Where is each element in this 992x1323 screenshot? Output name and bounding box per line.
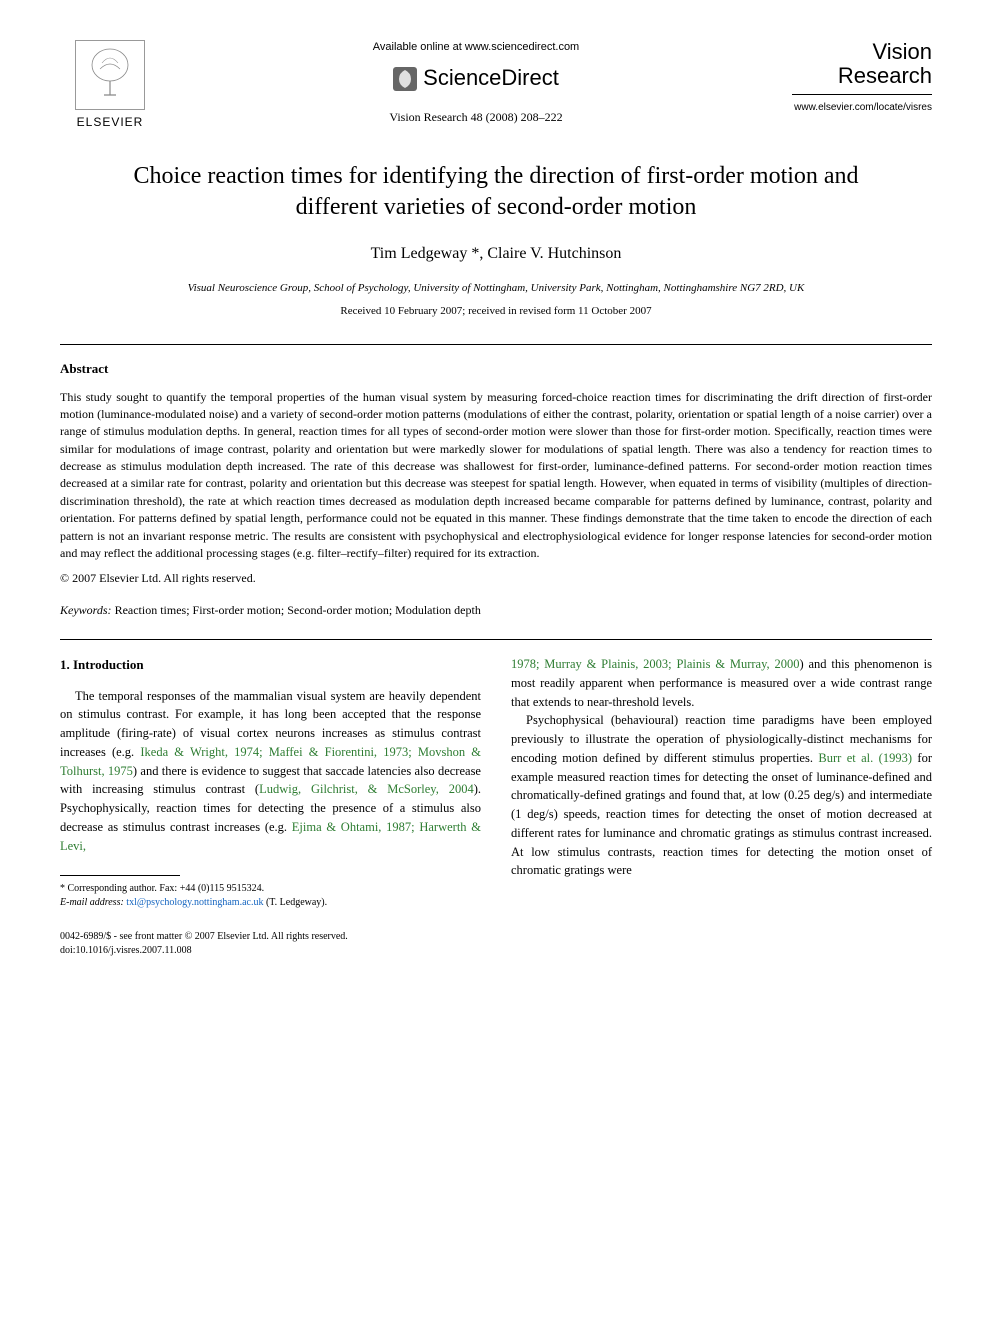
front-matter-line: 0042-6989/$ - see front matter © 2007 El… [60,930,932,944]
elsevier-tree-icon [75,40,145,110]
sciencedirect-text: ScienceDirect [423,63,559,94]
divider [60,639,932,640]
sciencedirect-icon [393,67,417,91]
left-column: 1. Introduction The temporal responses o… [60,655,481,910]
email-link[interactable]: txl@psychology.nottingham.ac.uk [126,897,263,908]
text-run: for example measured reaction times for … [511,751,932,878]
keywords-text: Reaction times; First-order motion; Seco… [112,603,481,617]
affiliation: Visual Neuroscience Group, School of Psy… [60,281,932,296]
keywords-label: Keywords: [60,603,112,617]
journal-name: Vision Research [792,40,932,95]
journal-url: www.elsevier.com/locate/visres [792,101,932,115]
journal-name-line2: Research [838,63,932,88]
journal-box: Vision Research www.elsevier.com/locate/… [792,40,932,115]
footnote-separator [60,875,180,876]
page-header: ELSEVIER Available online at www.science… [60,40,932,131]
abstract-heading: Abstract [60,360,932,378]
paragraph: The temporal responses of the mammalian … [60,687,481,856]
abstract-copyright: © 2007 Elsevier Ltd. All rights reserved… [60,570,932,587]
center-header: Available online at www.sciencedirect.co… [160,40,792,126]
citation-link[interactable]: Burr et al. (1993) [818,751,912,765]
email-label: E-mail address: [60,897,124,908]
keywords: Keywords: Reaction times; First-order mo… [60,602,932,619]
section-heading: 1. Introduction [60,655,481,675]
paragraph: 1978; Murray & Plainis, 2003; Plainis & … [511,655,932,711]
divider [60,344,932,345]
citation-line: Vision Research 48 (2008) 208–222 [160,109,792,126]
available-online-text: Available online at www.sciencedirect.co… [160,40,792,55]
right-column: 1978; Murray & Plainis, 2003; Plainis & … [511,655,932,910]
doi-line: doi:10.1016/j.visres.2007.11.008 [60,944,932,958]
authors: Tim Ledgeway *, Claire V. Hutchinson [60,243,932,265]
email-author: (T. Ledgeway). [263,897,327,908]
sciencedirect-brand: ScienceDirect [160,63,792,94]
publisher-logo: ELSEVIER [60,40,160,131]
article-title: Choice reaction times for identifying th… [100,161,892,223]
email-footnote: E-mail address: txl@psychology.nottingha… [60,896,481,910]
corresponding-author-note: * Corresponding author. Fax: +44 (0)115 … [60,882,481,896]
citation-link[interactable]: 1978; Murray & Plainis, 2003; Plainis & … [511,657,800,671]
citation-link[interactable]: Ludwig, Gilchrist, & McSorley, 2004 [259,782,474,796]
page-footer: 0042-6989/$ - see front matter © 2007 El… [60,930,932,958]
body-columns: 1. Introduction The temporal responses o… [60,655,932,910]
journal-name-line1: Vision [872,39,932,64]
abstract-text: This study sought to quantify the tempor… [60,389,932,563]
paragraph: Psychophysical (behavioural) reaction ti… [511,711,932,880]
publisher-name: ELSEVIER [77,114,144,131]
article-dates: Received 10 February 2007; received in r… [60,304,932,319]
